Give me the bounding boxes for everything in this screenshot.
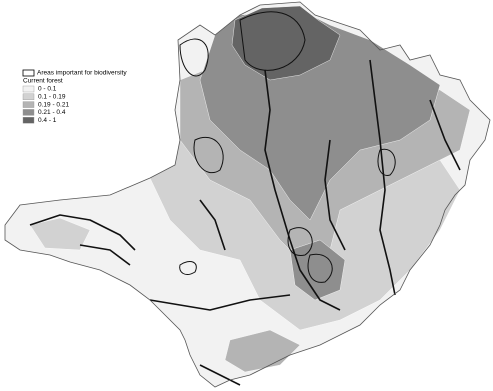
legend-area-swatch bbox=[22, 69, 35, 77]
legend-label: 0 - 0.1 bbox=[38, 86, 57, 93]
rivers bbox=[29, 59, 461, 386]
river bbox=[199, 199, 226, 251]
legend-label: 0.21 - 0.4 bbox=[38, 109, 66, 116]
legend-label: 0.4 - 1 bbox=[38, 117, 57, 124]
legend-label: 0.1 - 0.19 bbox=[38, 94, 66, 101]
river bbox=[29, 214, 136, 251]
area-outline bbox=[239, 11, 306, 71]
area-outline bbox=[193, 136, 224, 173]
river bbox=[369, 59, 396, 296]
biodiversity-areas bbox=[179, 11, 396, 283]
river bbox=[324, 139, 346, 251]
state-border bbox=[4, 1, 491, 388]
region bbox=[224, 329, 301, 373]
legend: Areas important for biodiversity Current… bbox=[22, 69, 127, 124]
region bbox=[29, 217, 91, 251]
river bbox=[264, 69, 341, 311]
river bbox=[79, 244, 131, 266]
map-regions bbox=[4, 1, 491, 388]
area-outline bbox=[287, 227, 313, 256]
legend-swatch bbox=[22, 93, 35, 101]
legend-swatch bbox=[22, 116, 35, 124]
area-outline bbox=[307, 253, 333, 283]
legend-swatch bbox=[22, 109, 35, 116]
area-outline bbox=[179, 261, 197, 275]
legend-label: 0.19 - 0.21 bbox=[38, 101, 69, 108]
legend-title: Current forest bbox=[23, 78, 63, 85]
river bbox=[149, 294, 291, 311]
region bbox=[231, 5, 341, 81]
legend-area-label: Areas important for biodiversity bbox=[37, 70, 127, 77]
legend-swatch bbox=[22, 85, 35, 93]
area-outline bbox=[179, 38, 209, 77]
river bbox=[199, 364, 241, 386]
river bbox=[429, 99, 461, 171]
legend-swatch bbox=[22, 101, 35, 108]
area-outline bbox=[377, 148, 396, 176]
